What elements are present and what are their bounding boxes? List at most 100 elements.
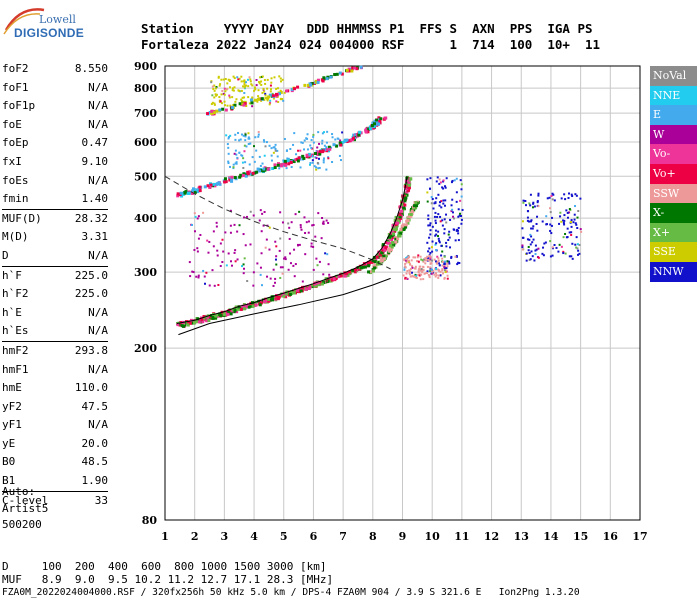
spread-point: [440, 244, 443, 247]
spread-point: [441, 268, 444, 271]
param-value: N/A: [88, 173, 108, 187]
spread-point: [546, 197, 549, 200]
x-trace-point: [402, 228, 406, 232]
spread-point: [243, 150, 246, 153]
third-hop-point: [260, 97, 264, 101]
spread-point: [194, 215, 197, 218]
spread-point: [273, 76, 276, 79]
o-trace-point: [229, 312, 233, 316]
second-hop-point: [273, 166, 277, 170]
spread-point: [227, 137, 230, 140]
second-hop-point: [339, 143, 343, 147]
spread-point: [439, 270, 442, 273]
spread-point: [312, 141, 315, 144]
x-tick-label: 14: [543, 530, 559, 543]
spread-point: [528, 202, 531, 205]
spread-point: [260, 83, 263, 86]
o-trace-point: [207, 318, 211, 322]
spread-point: [228, 79, 231, 82]
spread-point: [317, 131, 320, 134]
legend-item: NNW: [650, 261, 697, 282]
x-trace-point: [398, 234, 402, 238]
spread-point: [422, 260, 425, 263]
spread-point: [451, 208, 454, 211]
spread-point: [562, 236, 565, 239]
spread-point: [290, 166, 293, 169]
spread-point: [427, 250, 430, 253]
spread-point: [567, 197, 570, 200]
spread-point: [315, 168, 318, 171]
spread-point: [241, 96, 244, 99]
spread-point: [438, 241, 441, 244]
spread-point: [437, 259, 440, 262]
spread-point: [274, 277, 277, 280]
spread-point: [446, 274, 449, 277]
y-tick-label: 400: [134, 212, 157, 225]
o-trace-point: [373, 260, 377, 264]
spread-point: [550, 224, 553, 227]
o-trace-point: [206, 317, 210, 321]
second-hop-point: [318, 152, 322, 156]
spread-point: [535, 248, 538, 251]
spread-point: [308, 163, 311, 166]
second-hop-point: [378, 119, 382, 123]
param-row: hmE 110.0: [2, 379, 108, 398]
spread-point: [429, 229, 432, 232]
spread-point: [526, 219, 529, 222]
x-trace-point: [387, 247, 391, 251]
spread-point: [428, 236, 431, 239]
legend-item: NNE: [650, 85, 697, 106]
second-hop-point: [328, 147, 332, 151]
o-trace-point: [384, 240, 388, 244]
y-tick-label: 80: [142, 514, 158, 527]
spread-point: [455, 191, 458, 194]
o-trace-point: [237, 307, 241, 311]
spread-point: [568, 211, 571, 214]
spread-point: [422, 266, 425, 269]
param-value: N/A: [88, 80, 108, 94]
spread-point: [537, 205, 540, 208]
second-hop-point: [318, 150, 322, 154]
spread-point: [320, 237, 323, 240]
second-hop-point: [186, 191, 190, 195]
spread-point: [322, 220, 325, 223]
spread-point: [316, 162, 319, 165]
spread-point: [231, 89, 234, 92]
spread-point: [191, 270, 194, 273]
second-hop-point: [176, 194, 180, 198]
spread-point: [228, 94, 231, 97]
spread-point: [434, 243, 437, 246]
spread-point: [258, 219, 261, 222]
spread-point: [551, 216, 554, 219]
param-row: h`E N/A: [2, 304, 108, 323]
spread-point: [526, 216, 529, 219]
spread-point: [226, 104, 229, 107]
spread-point: [542, 254, 545, 257]
spread-point: [532, 202, 535, 205]
o-trace-point: [247, 305, 251, 309]
param-value: 0.47: [81, 136, 109, 150]
x-tick-label: 15: [573, 530, 588, 543]
spread-point: [314, 156, 317, 159]
spread-point: [252, 214, 255, 217]
spread-point: [321, 132, 324, 135]
spread-point: [328, 273, 331, 276]
spread-point: [236, 156, 239, 159]
spread-point: [531, 241, 534, 244]
spread-point: [208, 240, 211, 243]
param-name: foF1p: [2, 99, 36, 113]
x-trace-point: [379, 256, 383, 260]
o-trace-point: [339, 274, 343, 278]
o-trace-point: [396, 221, 400, 225]
spread-point: [258, 82, 261, 85]
spread-point: [213, 102, 216, 105]
spread-point: [268, 226, 271, 229]
spread-point: [229, 209, 232, 212]
spread-point: [212, 230, 215, 233]
spread-point: [226, 82, 229, 85]
spread-point: [447, 239, 450, 242]
second-hop-point: [352, 136, 356, 140]
spread-point: [562, 250, 565, 253]
spread-point: [278, 249, 281, 252]
x-trace-point: [382, 257, 386, 261]
